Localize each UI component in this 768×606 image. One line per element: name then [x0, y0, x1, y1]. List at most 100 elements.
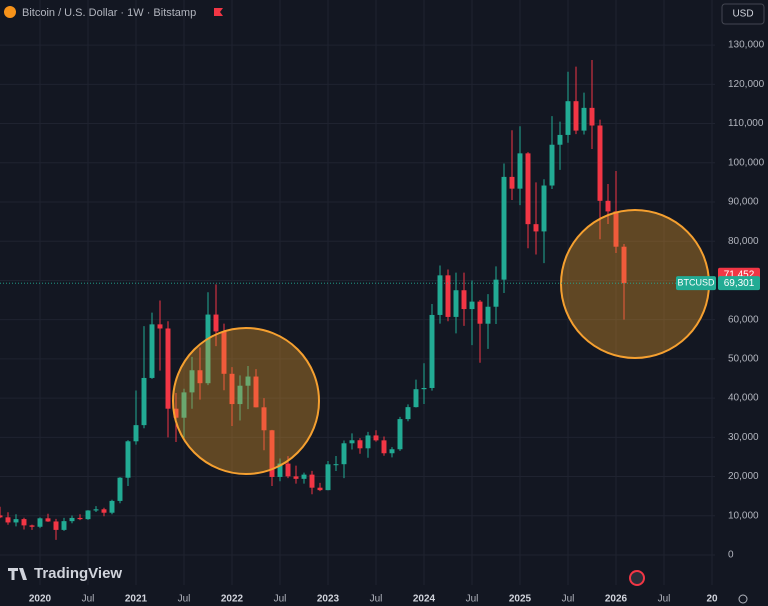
candle-body	[437, 275, 443, 315]
candle-body	[285, 463, 291, 477]
candle-body	[157, 324, 163, 329]
candle-body	[13, 519, 19, 523]
candle-body	[421, 387, 427, 390]
x-tick-label: 2022	[221, 594, 244, 605]
x-tick-label: 2025	[509, 594, 532, 605]
candle-body	[557, 134, 563, 145]
candle-body	[605, 200, 611, 212]
candle-body	[197, 370, 203, 384]
candle-body	[541, 185, 547, 232]
y-tick-label: 60,000	[728, 314, 759, 325]
candle-body	[565, 101, 571, 135]
candle-body	[501, 176, 507, 280]
y-tick-label: 10,000	[728, 510, 759, 521]
y-tick-label: 90,000	[728, 197, 759, 208]
candle-body	[365, 435, 371, 449]
candle-body	[341, 443, 347, 465]
y-tick-label: 40,000	[728, 393, 759, 404]
candle-body	[621, 246, 627, 284]
candle-body	[573, 101, 579, 131]
flag-icon	[214, 8, 223, 16]
candle-body	[149, 324, 155, 378]
candle-body	[37, 518, 43, 527]
candle-body	[349, 440, 355, 444]
last-price-tag	[718, 276, 760, 291]
candle-body	[85, 510, 91, 520]
currency[interactable]: USD	[732, 9, 753, 20]
candle-body	[245, 376, 251, 386]
symbol-tag	[676, 276, 716, 291]
candle-body	[509, 176, 515, 189]
candle-body	[429, 314, 435, 388]
x-tick-label: 2023	[317, 594, 340, 605]
candle-body	[261, 407, 267, 431]
y-tick-label: 0	[728, 550, 734, 561]
x-tick-label: 2026	[605, 594, 628, 605]
brand: TradingView	[34, 565, 122, 582]
candle-body	[221, 331, 227, 374]
x-tick-label: Jul	[562, 594, 575, 605]
y-tick-label: 100,000	[728, 157, 765, 168]
candle-body	[125, 441, 131, 478]
candle-body	[381, 440, 387, 454]
candle-body	[461, 290, 467, 310]
x-tick-label: 20	[706, 594, 718, 605]
candle-body	[293, 476, 299, 479]
candle-body	[181, 392, 187, 418]
candle-body	[317, 487, 323, 491]
candle-body	[613, 211, 619, 247]
highlight-circle	[172, 327, 320, 475]
candle-body	[77, 517, 83, 520]
x-tick-label: Jul	[274, 594, 287, 605]
x-tick-label: 2024	[413, 594, 436, 605]
candle-body	[5, 517, 11, 523]
candle-body	[45, 518, 51, 522]
candle-body	[101, 509, 107, 513]
candle-body	[109, 500, 115, 513]
candle-body	[485, 306, 491, 324]
y-tick-label: 130,000	[728, 40, 765, 51]
candle-body	[205, 314, 211, 384]
x-tick-label: Jul	[82, 594, 95, 605]
candle-body	[389, 449, 395, 454]
candle-body	[237, 385, 243, 405]
candle-body	[133, 425, 139, 442]
candle-body	[301, 474, 307, 479]
chart-title: Bitcoin / U.S. Dollar · 1W · Bitstamp	[22, 7, 196, 19]
candle-body	[493, 279, 499, 307]
currency-button[interactable]	[721, 3, 765, 25]
candle-body	[21, 519, 27, 526]
prev-price-label: 71,452	[724, 269, 755, 280]
x-tick-label: Jul	[178, 594, 191, 605]
candle-body	[53, 521, 59, 530]
candle-body	[445, 275, 451, 317]
event-icon[interactable]	[629, 570, 645, 586]
candle-body	[309, 474, 315, 488]
candle-body	[405, 407, 411, 420]
candle-body	[477, 301, 483, 324]
candle-body	[597, 125, 603, 201]
candle-body	[189, 370, 195, 393]
candle-body	[581, 107, 587, 131]
x-tick-label: Jul	[466, 594, 479, 605]
y-tick-label: 80,000	[728, 236, 759, 247]
candle-body	[549, 144, 555, 186]
brand-logo	[8, 568, 27, 580]
x-tick-label: Jul	[370, 594, 383, 605]
settings-icon[interactable]	[738, 594, 748, 604]
candle-body	[253, 376, 259, 408]
candle-body	[29, 525, 35, 527]
candle-body	[397, 419, 403, 450]
candle-body	[589, 107, 595, 126]
y-tick-label: 50,000	[728, 354, 759, 365]
candle-body	[525, 153, 531, 225]
y-tick-label: 120,000	[728, 79, 765, 90]
candle-body	[325, 464, 331, 491]
candle-body	[413, 389, 419, 408]
candle-body	[141, 377, 147, 426]
candle-body	[69, 517, 75, 522]
candle-body	[61, 521, 67, 530]
candle-body	[373, 435, 379, 441]
